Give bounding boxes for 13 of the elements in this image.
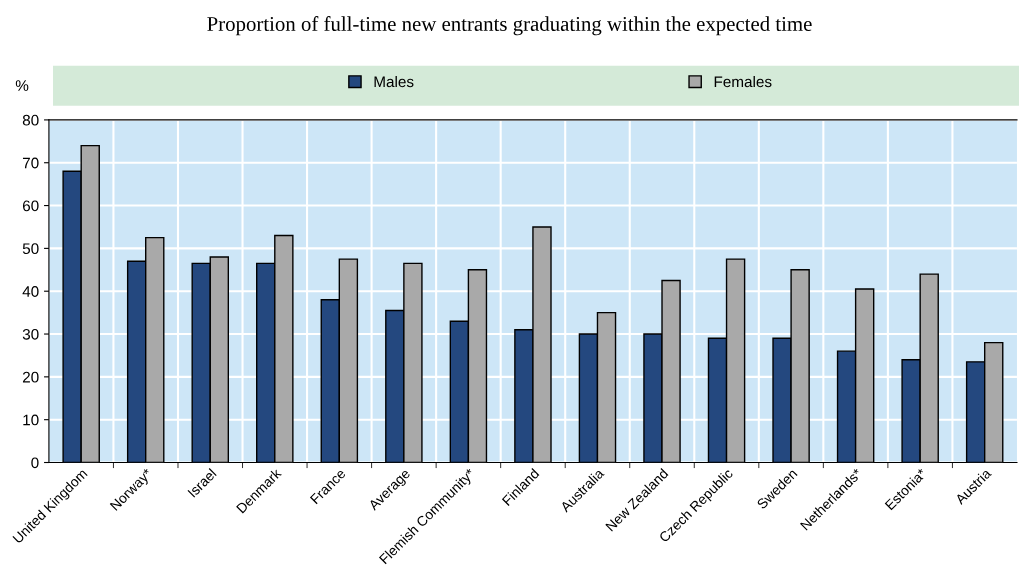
chart-title: Proportion of full-time new entrants graduating within the expected time <box>207 16 812 36</box>
y-tick-label: 40 <box>22 286 39 297</box>
y-tick-label: 0 <box>31 457 39 469</box>
legend-label: Males <box>374 75 414 88</box>
y-tick-label: 10 <box>23 414 39 426</box>
y-tick-label: 50 <box>22 243 39 255</box>
y-tick-label: 30 <box>22 328 39 340</box>
legend-label: Females <box>714 75 772 88</box>
y-axis-title: % <box>15 80 29 91</box>
y-tick-label: 20 <box>22 371 39 383</box>
y-tick-label: 70 <box>22 157 39 169</box>
y-tick-label: 60 <box>22 200 39 212</box>
y-tick-label: 80 <box>22 114 39 126</box>
